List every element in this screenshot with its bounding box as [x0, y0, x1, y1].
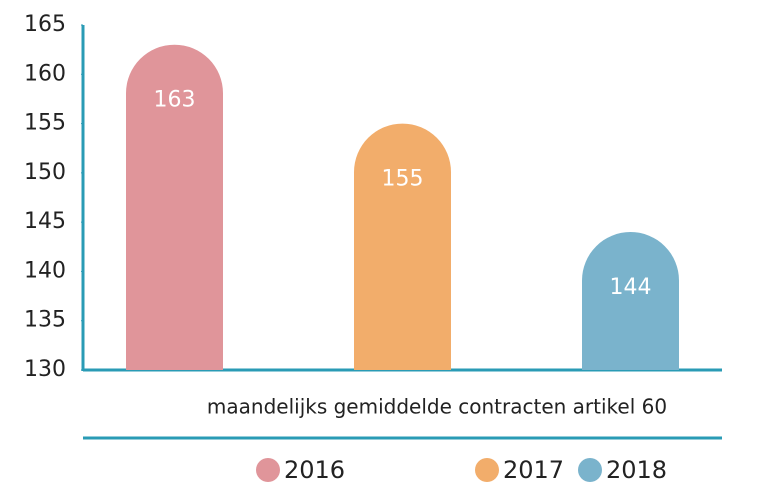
legend-dot — [578, 458, 602, 482]
value-label: 155 — [382, 167, 424, 192]
legend-label: 2017 — [503, 456, 564, 484]
legend-label: 2018 — [606, 456, 667, 484]
x-category-label: maandelijks gemiddelde contracten artike… — [207, 395, 667, 419]
value-label: 163 — [154, 88, 196, 113]
bar — [582, 231, 679, 370]
y-tick-label: 155 — [24, 111, 66, 136]
legend-label: 2016 — [284, 456, 345, 484]
y-tick-label: 130 — [24, 357, 66, 382]
legend-dot — [256, 458, 280, 482]
value-label: 144 — [610, 275, 652, 300]
bar — [354, 123, 451, 370]
y-tick-label: 160 — [24, 61, 66, 86]
bar — [126, 44, 223, 370]
y-tick-label: 145 — [24, 209, 66, 234]
legend-dot — [475, 458, 499, 482]
y-tick-label: 135 — [24, 308, 66, 333]
y-tick-label: 150 — [24, 160, 66, 185]
y-tick-label: 165 — [24, 12, 66, 37]
y-tick-label: 140 — [24, 258, 66, 283]
